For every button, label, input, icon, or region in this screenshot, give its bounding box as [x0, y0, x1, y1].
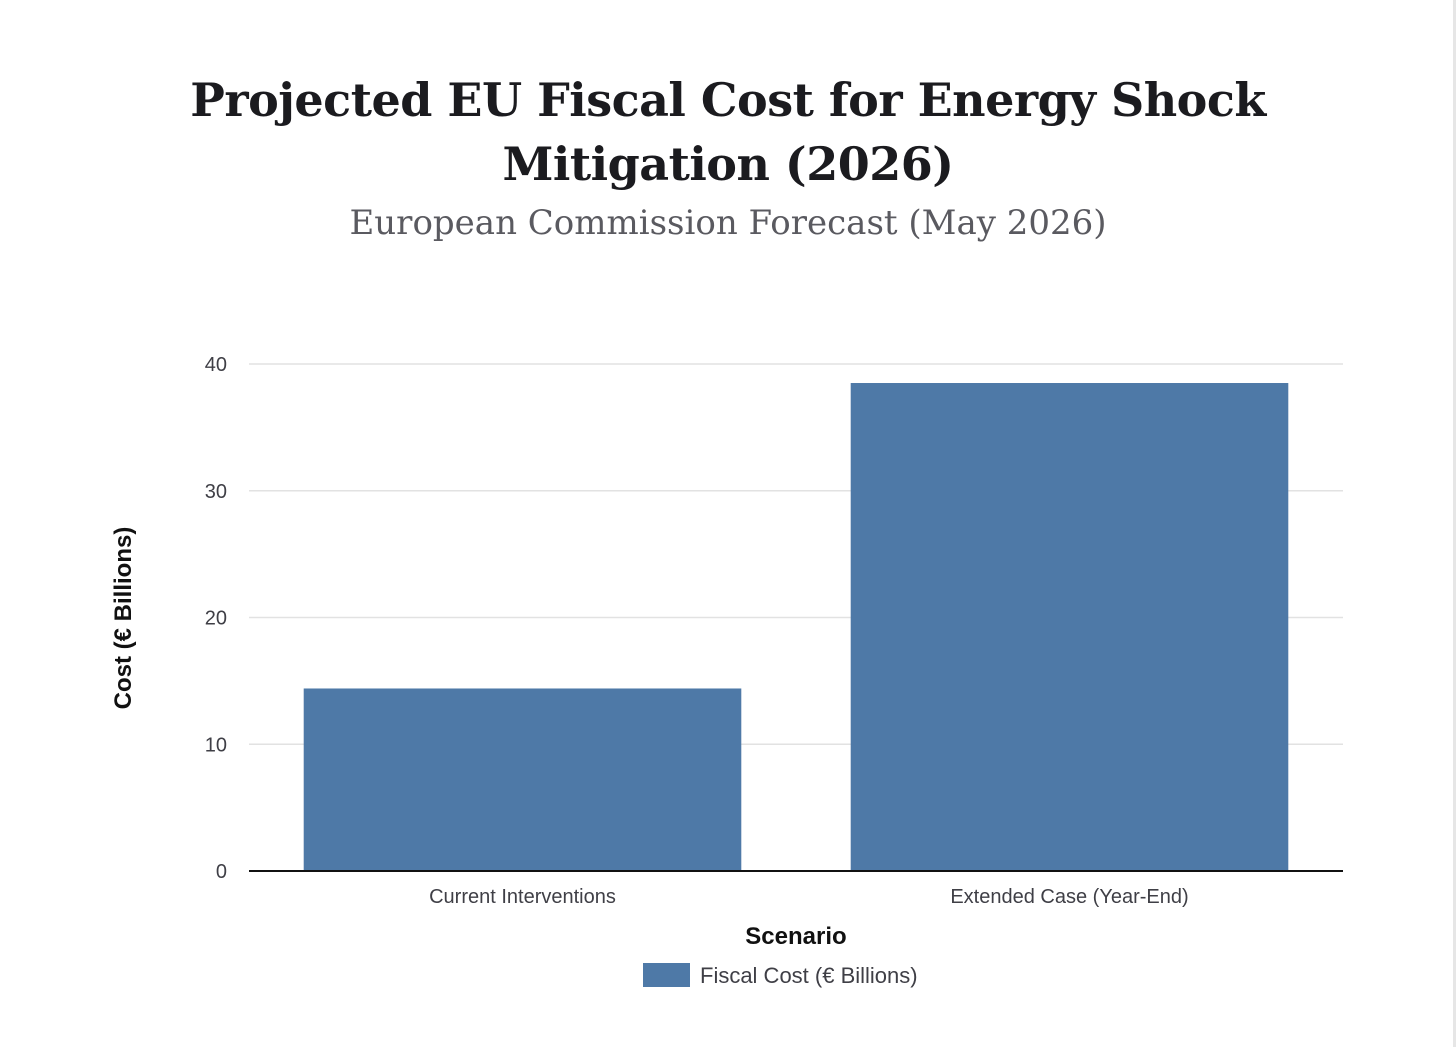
y-tick-labels: 0 10 20 30 40	[205, 354, 227, 883]
y-tick-label: 20	[205, 608, 227, 630]
y-tick-label: 10	[205, 734, 227, 756]
chart-title-line-2: Mitigation (2026)	[502, 137, 954, 191]
y-axis-title: Cost (€ Billions)	[110, 527, 137, 710]
x-tick-label: Current Interventions	[429, 886, 616, 908]
chart-subtitle: European Commission Forecast (May 2026)	[349, 203, 1107, 243]
page-edge	[1453, 0, 1456, 1047]
x-axis-title: Scenario	[745, 923, 846, 950]
chart-title: Projected EU Fiscal Cost for Energy Shoc…	[0, 68, 1456, 196]
legend: Fiscal Cost (€ Billions)	[643, 963, 918, 988]
legend-swatch	[643, 963, 690, 987]
y-tick-label: 40	[205, 354, 227, 376]
y-tick-label: 0	[216, 861, 227, 883]
chart-title-line-1: Projected EU Fiscal Cost for Energy Shoc…	[190, 73, 1266, 127]
x-tick-label: Extended Case (Year-End)	[950, 886, 1188, 908]
bar-1	[303, 688, 742, 871]
bars	[303, 383, 1289, 871]
legend-label: Fiscal Cost (€ Billions)	[700, 963, 918, 988]
y-tick-label: 30	[205, 481, 227, 503]
x-tick-labels: Current Interventions Extended Case (Year…	[429, 886, 1189, 908]
bar-2	[850, 383, 1289, 871]
